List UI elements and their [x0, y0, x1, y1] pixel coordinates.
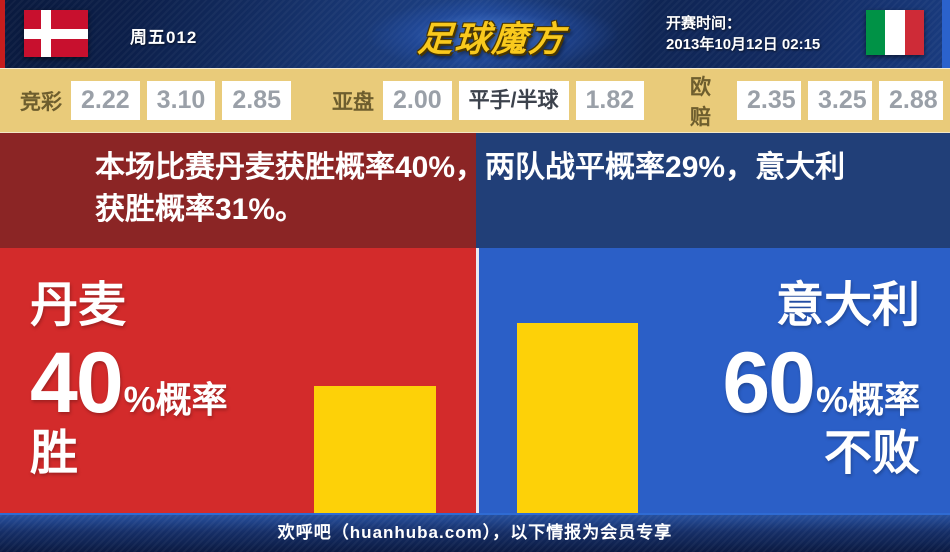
away-team-name: 意大利: [775, 279, 920, 332]
italy-flag-red-stripe: [904, 10, 924, 55]
away-probability-number: 60: [722, 335, 816, 431]
denmark-flag: [24, 10, 88, 57]
away-prob-bar: [517, 323, 638, 513]
right-blue-stripe: [942, 0, 950, 68]
odds-label-oupei: 欧赔: [690, 75, 711, 129]
home-probability: 40 %概率: [30, 340, 228, 426]
home-team-name: 丹麦: [30, 279, 127, 332]
away-probability-suffix: %概率: [815, 379, 920, 420]
odds-value-oupei-draw: 3.25: [807, 81, 872, 120]
odds-group-oupei: 欧赔 2.35 3.25 2.88: [690, 69, 950, 132]
panel-divider: [476, 248, 479, 513]
odds-value-yapan-away: 1.82: [575, 81, 645, 120]
home-probability-number: 40: [30, 335, 124, 431]
logo-glow: [367, 0, 617, 71]
odds-label-yapan: 亚盘: [332, 90, 374, 114]
logo-text: 足球魔方: [416, 20, 568, 59]
away-probability: 60 %概率: [722, 340, 920, 426]
announcement-line1: 本场比赛丹麦获胜概率40%，两队战平概率29%，意大利: [95, 151, 846, 184]
odds-group-jingcai: 竞彩 2.22 3.10 2.85: [20, 69, 298, 132]
odds-value-oupei-away: 2.88: [879, 81, 944, 120]
italy-flag-white-stripe: [885, 10, 905, 55]
denmark-flag-cross-horizontal: [24, 29, 88, 39]
odds-bar: 竞彩 2.22 3.10 2.85 亚盘 2.00 平手/半球 1.82 欧赔 …: [0, 68, 950, 133]
odds-value-yapan-home: 2.00: [383, 81, 452, 120]
match-code-label: 周五012: [130, 28, 198, 47]
home-outcome-label: 胜: [30, 427, 79, 480]
odds-value-jingcai-home: 2.22: [71, 81, 140, 120]
header-bar: 周五012 足球魔方 开赛时间： 2013年10月12日 02:15: [0, 0, 950, 71]
prediction-panel: 丹麦 40 %概率 胜 意大利 60 %概率 不败: [0, 248, 950, 513]
footer-banner: 欢呼吧（huanhuba.com），以下情报为会员专享: [0, 513, 950, 552]
footer-text: 欢呼吧（huanhuba.com），以下情报为会员专享: [277, 523, 673, 542]
italy-flag-green-stripe: [866, 10, 886, 55]
site-logo[interactable]: 足球魔方: [367, 0, 617, 71]
announcement-line2: 获胜概率31%。: [95, 193, 306, 226]
italy-flag: [866, 10, 924, 55]
probability-announcement: 本场比赛丹麦获胜概率40%，两队战平概率29%，意大利 获胜概率31%。: [0, 133, 950, 248]
away-outcome-label: 不败: [823, 427, 920, 480]
home-probability-suffix: %概率: [123, 379, 228, 420]
home-prob-bar: [314, 386, 436, 513]
kickoff-datetime: 2013年10月12日 02:15: [666, 36, 821, 53]
odds-value-jingcai-away: 2.85: [222, 81, 292, 120]
kickoff-label: 开赛时间：: [666, 15, 742, 32]
odds-group-yapan: 亚盘 2.00 平手/半球 1.82: [332, 69, 651, 132]
odds-label-jingcai: 竞彩: [20, 90, 62, 114]
kickoff-time-block: 开赛时间： 2013年10月12日 02:15: [666, 13, 820, 55]
odds-value-oupei-home: 2.35: [736, 81, 801, 120]
odds-value-yapan-handicap: 平手/半球: [458, 81, 569, 120]
left-red-stripe: [0, 0, 5, 68]
odds-value-jingcai-draw: 3.10: [146, 81, 216, 120]
